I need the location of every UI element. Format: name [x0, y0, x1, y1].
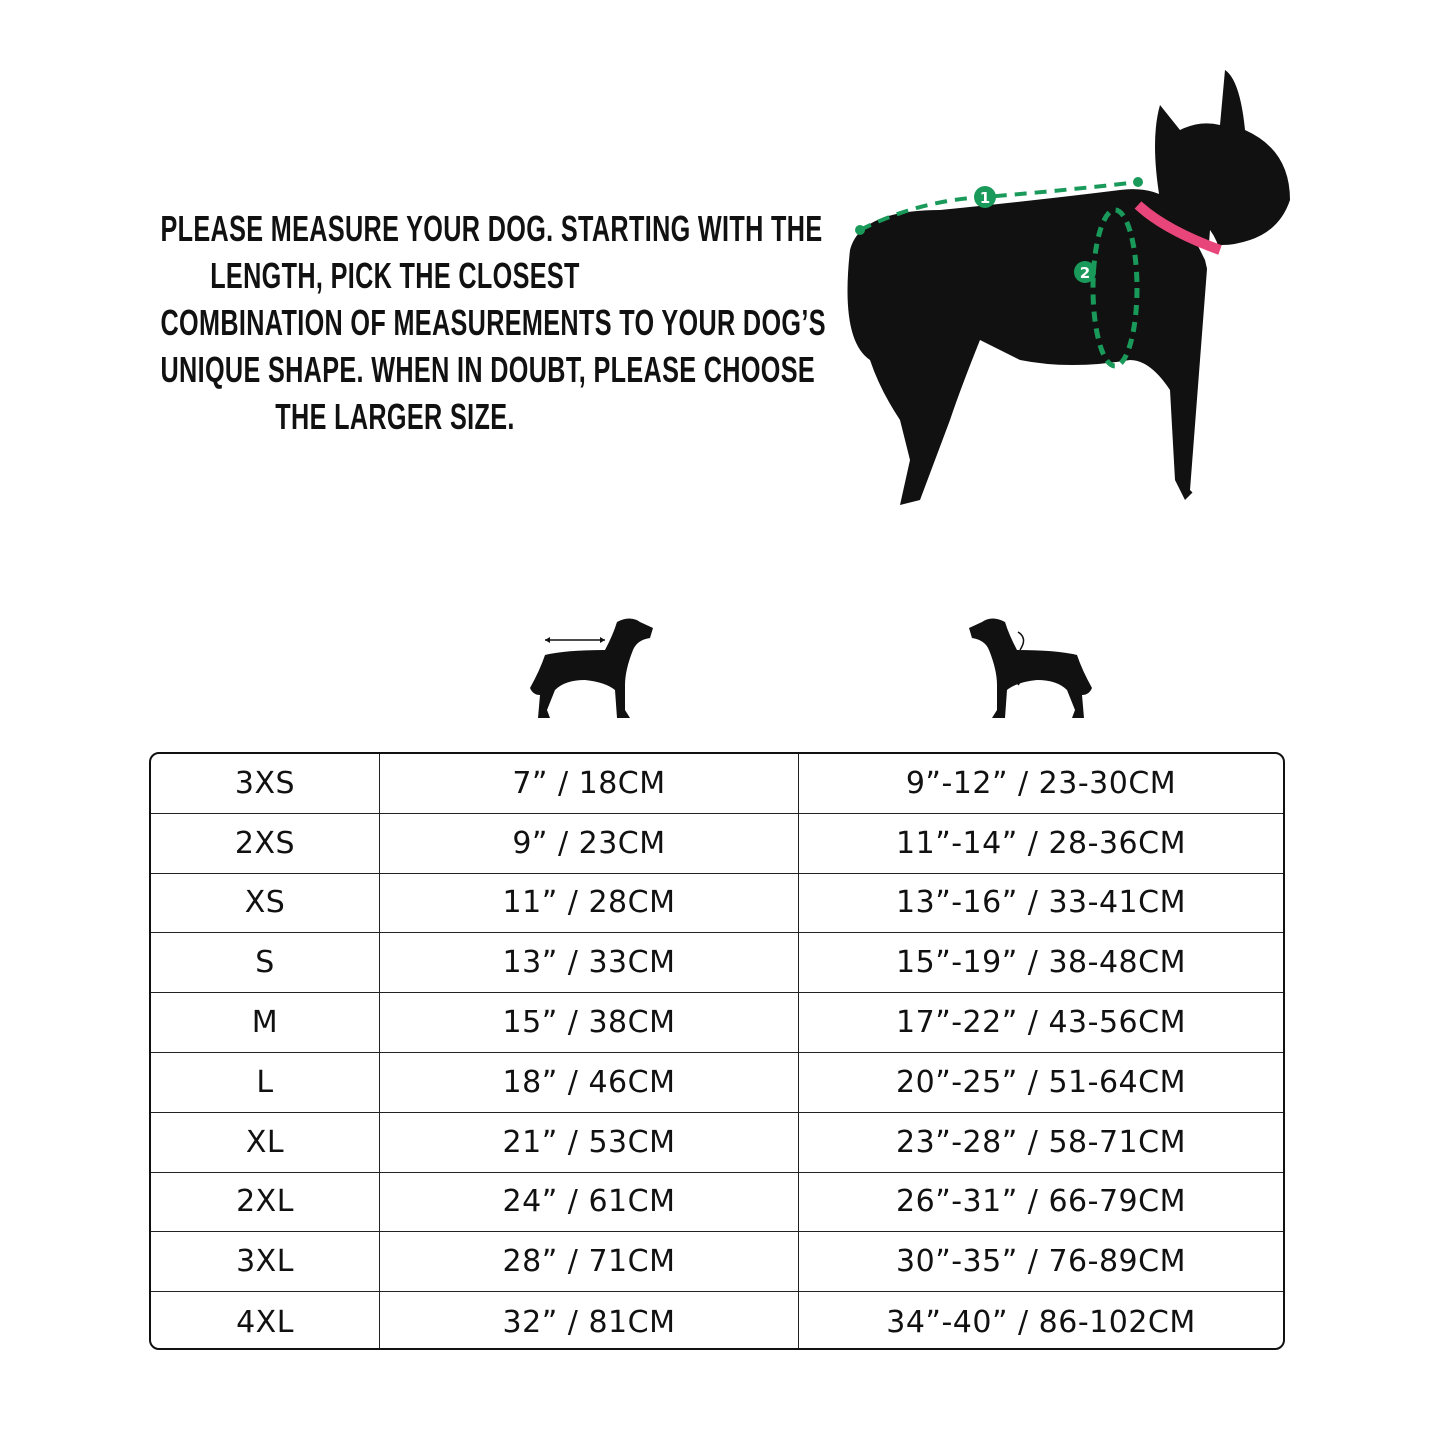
- measuring-instructions: PLEASE MEASURE YOUR DOG. STARTING WITH T…: [60, 205, 826, 440]
- table-row: XS 11” / 28CM 13”-16” / 33-41CM: [151, 873, 1283, 934]
- length-cell: 28” / 71CM: [380, 1232, 799, 1292]
- length-cell: 21” / 53CM: [380, 1112, 799, 1172]
- size-cell: S: [151, 933, 380, 993]
- size-table: 3XS 7” / 18CM 9”-12” / 23-30CM 2XS 9” / 23CM…: [149, 752, 1285, 1350]
- size-cell: L: [151, 1052, 380, 1112]
- table-row: XL 21” / 53CM 23”-28” / 58-71CM: [151, 1112, 1283, 1173]
- table-row: 3XS 7” / 18CM 9”-12” / 23-30CM: [151, 754, 1283, 814]
- length-cell: 18” / 46CM: [380, 1052, 799, 1112]
- marker-1: 1: [980, 189, 990, 207]
- table-row: 3XL 28” / 71CM 30”-35” / 76-89CM: [151, 1232, 1283, 1293]
- instruction-line: THE LARGER SIZE.: [275, 396, 515, 437]
- length-cell: 32” / 81CM: [380, 1292, 799, 1348]
- instruction-line: LENGTH, PICK THE CLOSEST: [210, 255, 580, 296]
- size-cell: 2XS: [151, 813, 380, 873]
- girth-cell: 26”-31” / 66-79CM: [896, 1184, 1186, 1220]
- instruction-line: PLEASE MEASURE YOUR DOG. STARTING WITH T…: [160, 208, 823, 249]
- girth-cell: 23”-28” / 58-71CM: [896, 1124, 1186, 1160]
- length-cell: 7” / 18CM: [380, 754, 799, 813]
- dog-girth-icon: [969, 618, 1092, 718]
- length-cell: 15” / 38CM: [380, 993, 799, 1052]
- girth-cell: 15”-19” / 38-48CM: [896, 945, 1186, 981]
- size-cell: XS: [151, 873, 380, 933]
- girth-cell: 30”-35” / 76-89CM: [896, 1244, 1186, 1280]
- girth-cell: 11”-14” / 28-36CM: [896, 825, 1186, 861]
- size-cell: 3XL: [151, 1232, 380, 1292]
- table-row: 4XL 32” / 81CM 34”-40” / 86-102CM: [151, 1292, 1283, 1348]
- girth-cell: 34”-40” / 86-102CM: [886, 1304, 1196, 1340]
- size-cell: 3XS: [151, 754, 380, 813]
- girth-cell: 13”-16” / 33-41CM: [896, 885, 1186, 921]
- table-row: L 18” / 46CM 20”-25” / 51-64CM: [151, 1052, 1283, 1113]
- size-cell: 4XL: [151, 1292, 380, 1348]
- table-row: 2XS 9” / 23CM 11”-14” / 28-36CM: [151, 813, 1283, 874]
- dog-measurement-photo: 1 2: [847, 70, 1290, 515]
- instruction-line: UNIQUE SHAPE. WHEN IN DOUBT, PLEASE CHOO…: [160, 349, 816, 390]
- table-row: S 13” / 33CM 15”-19” / 38-48CM: [151, 933, 1283, 994]
- marker-2: 2: [1080, 264, 1090, 282]
- length-cell: 24” / 61CM: [380, 1172, 799, 1232]
- table-row: 2XL 24” / 61CM 26”-31” / 66-79CM: [151, 1172, 1283, 1233]
- instruction-line: COMBINATION OF MEASUREMENTS TO YOUR DOG’…: [160, 302, 826, 343]
- length-cell: 11” / 28CM: [380, 873, 799, 933]
- length-cell: 9” / 23CM: [380, 813, 799, 873]
- size-cell: M: [151, 993, 380, 1052]
- size-cell: 2XL: [151, 1172, 380, 1232]
- girth-cell: 9”-12” / 23-30CM: [905, 765, 1177, 801]
- length-cell: 13” / 33CM: [380, 933, 799, 993]
- girth-cell: 17”-22” / 43-56CM: [896, 1005, 1186, 1041]
- size-cell: XL: [151, 1112, 380, 1172]
- table-row: M 15” / 38CM 17”-22” / 43-56CM: [151, 993, 1283, 1053]
- girth-cell: 20”-25” / 51-64CM: [896, 1064, 1186, 1100]
- dog-length-icon: [530, 618, 653, 718]
